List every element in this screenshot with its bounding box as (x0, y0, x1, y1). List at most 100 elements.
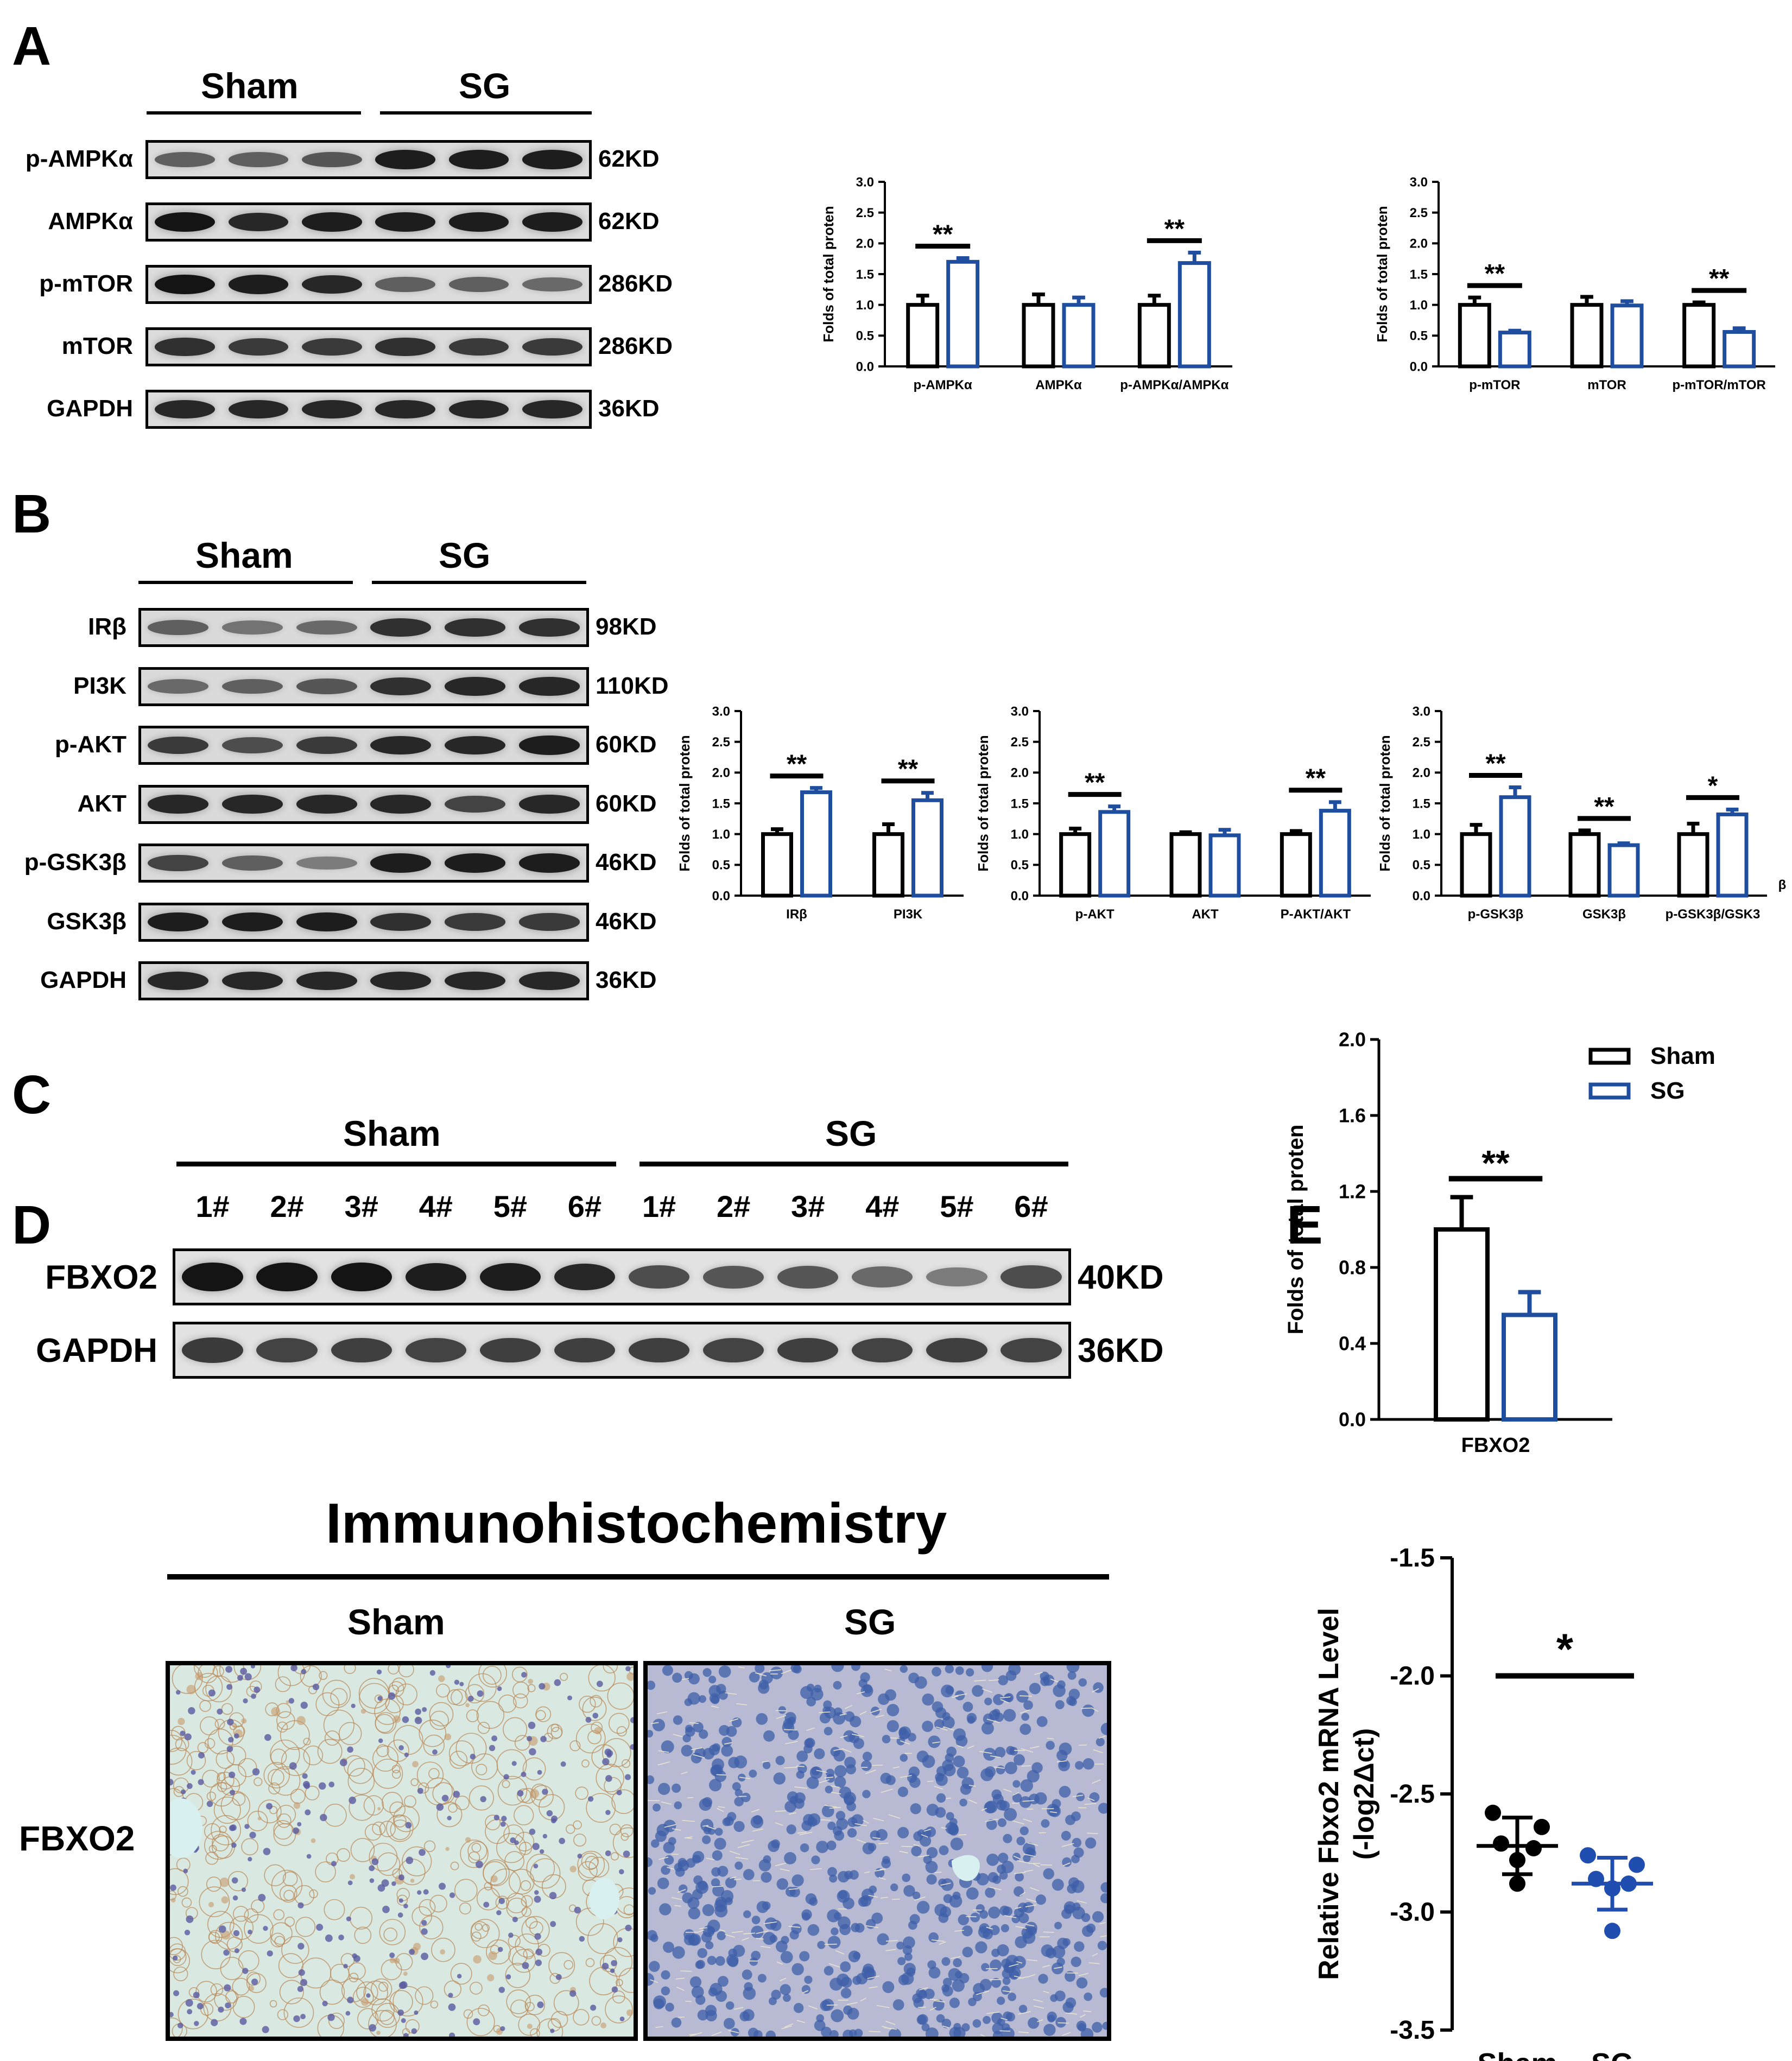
tissue-nucleus (919, 1835, 932, 1847)
tissue-sinusoid (756, 1938, 764, 1940)
tissue-nucleus (184, 1930, 191, 1936)
category-label: PI3K (894, 907, 923, 922)
tissue-nucleus (983, 2015, 991, 2024)
tissue-sinusoid (776, 1961, 783, 1965)
tissue-cell (221, 1703, 233, 1715)
data-point (1525, 1840, 1542, 1857)
tissue-nucleus (1018, 2005, 1028, 2013)
tissue-sinusoid (677, 2016, 685, 2018)
tissue-nucleus (723, 2018, 735, 2030)
tissue-nucleus (928, 1932, 939, 1943)
tissue-cell (271, 1766, 301, 1796)
tissue-nucleus (861, 1760, 872, 1771)
tissue-cell (581, 1759, 590, 1768)
tissue-nucleus (1012, 1793, 1022, 1803)
tissue-stain (350, 1874, 355, 1880)
tissue-sinusoid (954, 1693, 967, 1697)
tissue-nucleus (1075, 1761, 1084, 1770)
tissue-cell (391, 1765, 401, 1774)
tissue-nucleus (715, 1956, 725, 1966)
tissue-cell (508, 1935, 521, 1948)
tissue-nucleus (955, 1735, 968, 1747)
bar (1062, 303, 1096, 369)
y-tick-label: 3.0 (1413, 704, 1430, 719)
blot-kd-label: 36KD (1078, 1331, 1164, 1369)
tissue-nucleus (657, 1877, 669, 1889)
tissue-stain (569, 1866, 577, 1873)
tissue-nucleus (926, 1847, 938, 1859)
tissue-cell (450, 1861, 459, 1870)
tissue-cell (394, 1815, 407, 1828)
tissue-nucleus (789, 1796, 798, 1804)
bar (1723, 330, 1756, 369)
tissue-nucleus (1082, 1758, 1094, 1770)
tissue-stain (219, 1877, 230, 1887)
blot-band (479, 1337, 541, 1363)
y-tick-label: 0.5 (856, 329, 874, 344)
tissue-cell (375, 1712, 397, 1734)
tissue-nucleus (1047, 2014, 1055, 2023)
tissue-nucleus (796, 1751, 808, 1762)
tissue-nucleus (1038, 1974, 1048, 1984)
tissue-sinusoid (876, 2005, 890, 2008)
tissue-nucleus (833, 1712, 846, 1725)
category-label: AMPKα (1035, 378, 1082, 392)
tissue-nucleus (170, 2012, 174, 2018)
tissue-nucleus (648, 1775, 655, 1784)
tissue-nucleus (928, 1967, 941, 1979)
tissue-nucleus (991, 2012, 1003, 2024)
tissue-cell (509, 1868, 535, 1895)
tissue-nucleus (540, 1736, 547, 1742)
tissue-nucleus (439, 1882, 446, 1890)
tissue-nucleus (743, 1910, 751, 1918)
tissue-sinusoid (900, 1740, 910, 1745)
tissue-cell (431, 1937, 455, 1962)
tissue-nucleus (489, 1745, 496, 1752)
y-tick-label: 3.0 (1410, 175, 1428, 189)
tissue-nucleus (226, 1684, 232, 1690)
tissue-nucleus (992, 1793, 1004, 1805)
tissue-nucleus (705, 1941, 714, 1950)
tissue-nucleus (717, 1866, 729, 1877)
tissue-sinusoid (985, 1818, 998, 1822)
tissue-nucleus (816, 2014, 825, 2022)
tissue-nucleus (701, 1932, 712, 1943)
tissue-nucleus (539, 1849, 544, 1854)
tissue-nucleus (549, 1892, 557, 1900)
tissue-nucleus (749, 1957, 758, 1966)
tissue-nucleus (377, 1696, 383, 1701)
tissue-nucleus (289, 1762, 297, 1770)
tissue-nucleus (789, 1930, 799, 1940)
tissue-sinusoid (658, 1750, 669, 1753)
y-tick-label: 1.5 (1011, 796, 1029, 811)
tissue-nucleus (892, 1999, 904, 2011)
lane-label: 3# (791, 1189, 825, 1223)
tissue-nucleus (961, 1925, 973, 1937)
tissue-cell (303, 1745, 324, 1766)
blot-band (444, 913, 506, 931)
blot-strip (138, 902, 589, 942)
tissue-cell (585, 1856, 599, 1869)
y-tick-label: 2.5 (1011, 735, 1029, 750)
blot-band (148, 736, 209, 754)
tissue-nucleus (758, 1682, 770, 1694)
tissue-nucleus (733, 1944, 745, 1957)
tissue-nucleus (912, 1891, 921, 1900)
blot-protein-label: PI3K (73, 672, 126, 699)
tissue-nucleus (338, 1935, 344, 1940)
tissue-nucleus (624, 1774, 631, 1780)
tissue-sinusoid (784, 1766, 797, 1768)
tissue-nucleus (183, 1868, 188, 1874)
tissue-nucleus (501, 1816, 507, 1822)
tissue-sinusoid (719, 1929, 726, 1932)
bar (911, 798, 944, 898)
tissue-sinusoid (672, 1897, 682, 1900)
tissue-nucleus (800, 1843, 809, 1853)
tissue-cell (336, 1848, 351, 1862)
tissue-nucleus (997, 1818, 1006, 1828)
tissue-cell (587, 1923, 618, 1954)
tissue-nucleus (252, 1768, 260, 1775)
tissue-sinusoid (789, 1812, 797, 1815)
tissue-nucleus (715, 1990, 727, 2002)
tissue-cell (217, 1772, 226, 1781)
